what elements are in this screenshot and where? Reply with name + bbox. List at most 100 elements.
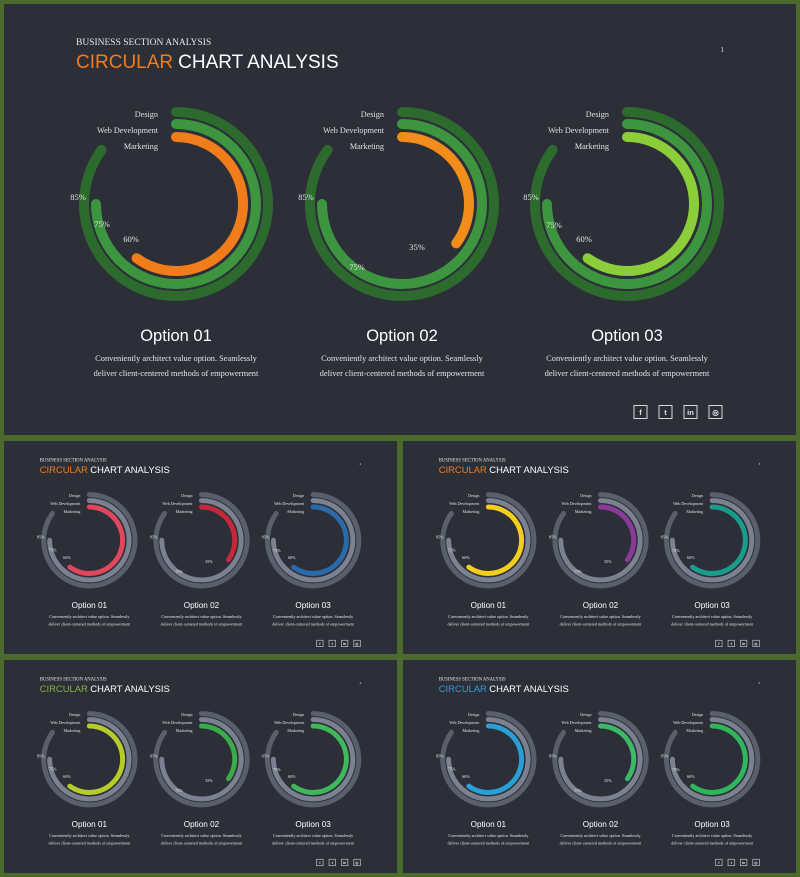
option-description: Conveniently architect value option. Sea… — [560, 614, 641, 619]
arc-design[interactable] — [153, 711, 250, 808]
twitter-icon[interactable]: t — [727, 639, 735, 647]
arc-web-development[interactable] — [558, 498, 643, 583]
instagram-icon[interactable]: ◎ — [353, 639, 361, 647]
twitter-icon[interactable]: t — [727, 858, 735, 866]
arc-web-development[interactable] — [270, 498, 356, 583]
arc-web-development[interactable] — [317, 119, 487, 289]
linkedin-icon[interactable]: in — [683, 405, 698, 419]
arc-marketing[interactable] — [598, 504, 637, 563]
instagram-icon-glyph: ◎ — [712, 408, 719, 417]
arc-marketing[interactable] — [67, 723, 126, 795]
arc-web-development[interactable] — [159, 498, 244, 583]
arc-marketing[interactable] — [291, 723, 349, 795]
arc-web-development[interactable] — [47, 498, 132, 583]
facebook-icon-glyph: f — [718, 642, 720, 646]
instagram-icon[interactable]: ◎ — [752, 639, 760, 647]
arc-web-development[interactable] — [542, 119, 712, 289]
linkedin-icon[interactable]: in — [740, 639, 748, 647]
arc-web-development[interactable] — [47, 717, 132, 802]
arc-design[interactable] — [265, 492, 362, 589]
arc-design[interactable] — [664, 711, 761, 808]
twitter-icon-glyph: t — [332, 642, 334, 646]
legend-label: Marketing — [176, 728, 193, 733]
arc-marketing[interactable] — [466, 723, 525, 795]
arc-marketing[interactable] — [67, 504, 126, 576]
option-description: Conveniently architect value option. Sea… — [546, 354, 708, 363]
value-label: 75% — [273, 767, 281, 772]
arc-marketing[interactable] — [690, 504, 748, 576]
radial-chart-1: Design Web Development Marketing 85% 75% 60% O… — [436, 492, 537, 627]
arc-marketing[interactable] — [131, 132, 248, 276]
arc-design[interactable] — [530, 107, 724, 301]
arc-web-development[interactable] — [669, 498, 755, 583]
arc-design[interactable] — [153, 492, 250, 589]
arc-design[interactable] — [265, 711, 362, 808]
facebook-icon[interactable]: f — [715, 858, 723, 866]
arc-design[interactable] — [440, 711, 537, 808]
arc-marketing[interactable] — [598, 723, 637, 782]
facebook-icon[interactable]: f — [715, 639, 723, 647]
radial-chart-3: Design Web Development Marketing 85% 75% 60% O… — [661, 711, 761, 846]
instagram-icon[interactable]: ◎ — [708, 405, 723, 419]
arc-marketing[interactable] — [291, 504, 349, 576]
arc-web-development[interactable] — [446, 717, 531, 802]
arc-design[interactable] — [552, 711, 649, 808]
value-label: 85% — [436, 534, 444, 539]
linkedin-icon[interactable]: in — [341, 639, 349, 647]
arc-design[interactable] — [41, 711, 138, 808]
facebook-icon[interactable]: f — [316, 639, 324, 647]
arc-marketing[interactable] — [690, 723, 748, 795]
arc-design[interactable] — [79, 107, 273, 301]
value-label: 85% — [37, 534, 45, 539]
arc-marketing[interactable] — [466, 504, 525, 576]
arc-design[interactable] — [305, 107, 499, 301]
value-label: 85% — [262, 753, 270, 758]
instagram-icon-glyph: ◎ — [754, 642, 758, 646]
arc-marketing[interactable] — [397, 132, 474, 249]
option-title: Option 03 — [295, 601, 331, 610]
facebook-icon-glyph: f — [639, 408, 642, 417]
legend-label: Web Development — [274, 720, 305, 725]
arc-web-development[interactable] — [270, 717, 356, 802]
arc-marketing[interactable] — [199, 504, 238, 563]
arc-web-development[interactable] — [91, 119, 261, 289]
twitter-icon[interactable]: t — [328, 858, 336, 866]
instagram-icon[interactable]: ◎ — [353, 858, 361, 866]
twitter-icon[interactable]: t — [328, 639, 336, 647]
arc-design[interactable] — [552, 492, 649, 589]
slide-1[interactable]: BUSINESS SECTION ANALYSIS CIRCULAR CHART A… — [4, 4, 796, 435]
arc-marketing[interactable] — [199, 723, 238, 782]
slide-2[interactable]: BUSINESS SECTION ANALYSIS CIRCULAR CHART A… — [4, 441, 397, 654]
twitter-icon[interactable]: t — [658, 405, 673, 419]
facebook-icon[interactable]: f — [633, 405, 648, 419]
legend-label: Marketing — [463, 728, 480, 733]
facebook-icon[interactable]: f — [316, 858, 324, 866]
legend-label: Web Development — [50, 720, 81, 725]
radial-chart-1: Design Web Development Marketing 85% 75% 60% O… — [70, 107, 273, 378]
arc-web-development[interactable] — [446, 498, 531, 583]
linkedin-icon[interactable]: in — [740, 858, 748, 866]
slide-4[interactable]: BUSINESS SECTION ANALYSIS CIRCULAR CHART A… — [4, 660, 397, 873]
arc-design[interactable] — [41, 492, 138, 589]
title-accent: CIRCULAR — [439, 683, 487, 694]
linkedin-icon[interactable]: in — [341, 858, 349, 866]
arc-design[interactable] — [440, 492, 537, 589]
instagram-icon[interactable]: ◎ — [752, 858, 760, 866]
legend-label: Design — [361, 110, 384, 119]
arc-web-development[interactable] — [669, 717, 755, 802]
arc-web-development[interactable] — [558, 717, 643, 802]
legend-label: Web Development — [673, 501, 704, 506]
option-description: deliver client-centered methods of empow… — [272, 841, 355, 846]
arc-marketing[interactable] — [582, 132, 699, 276]
section-subtitle: BUSINESS SECTION ANALYSIS — [76, 38, 211, 48]
arc-design[interactable] — [664, 492, 761, 589]
title-rest: CHART ANALYSIS — [90, 464, 169, 475]
legend-label: Marketing — [686, 728, 703, 733]
page-title: CIRCULAR CHART ANALYSIS — [439, 683, 569, 694]
arc-web-development[interactable] — [159, 717, 244, 802]
slide-3[interactable]: BUSINESS SECTION ANALYSIS CIRCULAR CHART A… — [403, 441, 796, 654]
linkedin-icon-glyph: in — [742, 861, 746, 865]
slide-5[interactable]: BUSINESS SECTION ANALYSIS CIRCULAR CHART A… — [403, 660, 796, 873]
option-description: deliver client-centered methods of empow… — [320, 369, 485, 378]
value-label: 75% — [574, 569, 582, 574]
